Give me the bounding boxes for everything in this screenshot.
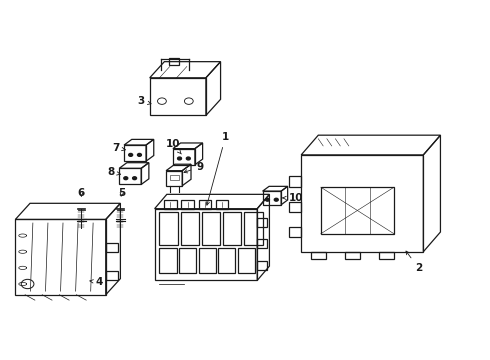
Circle shape: [138, 153, 142, 156]
Circle shape: [129, 153, 133, 156]
Circle shape: [177, 157, 181, 160]
Circle shape: [274, 198, 278, 201]
Text: 1: 1: [206, 132, 229, 205]
Text: 8: 8: [107, 167, 121, 177]
Text: 10: 10: [283, 193, 303, 203]
Circle shape: [266, 198, 270, 201]
Text: 9: 9: [184, 162, 203, 173]
Text: 4: 4: [90, 277, 103, 287]
Circle shape: [124, 177, 128, 180]
Circle shape: [133, 177, 137, 180]
Text: 5: 5: [118, 188, 125, 198]
Text: 10: 10: [166, 139, 181, 154]
Text: 6: 6: [78, 188, 85, 198]
Text: 2: 2: [406, 251, 422, 273]
Text: 7: 7: [112, 143, 125, 153]
Text: 3: 3: [138, 96, 151, 106]
Circle shape: [186, 157, 190, 160]
